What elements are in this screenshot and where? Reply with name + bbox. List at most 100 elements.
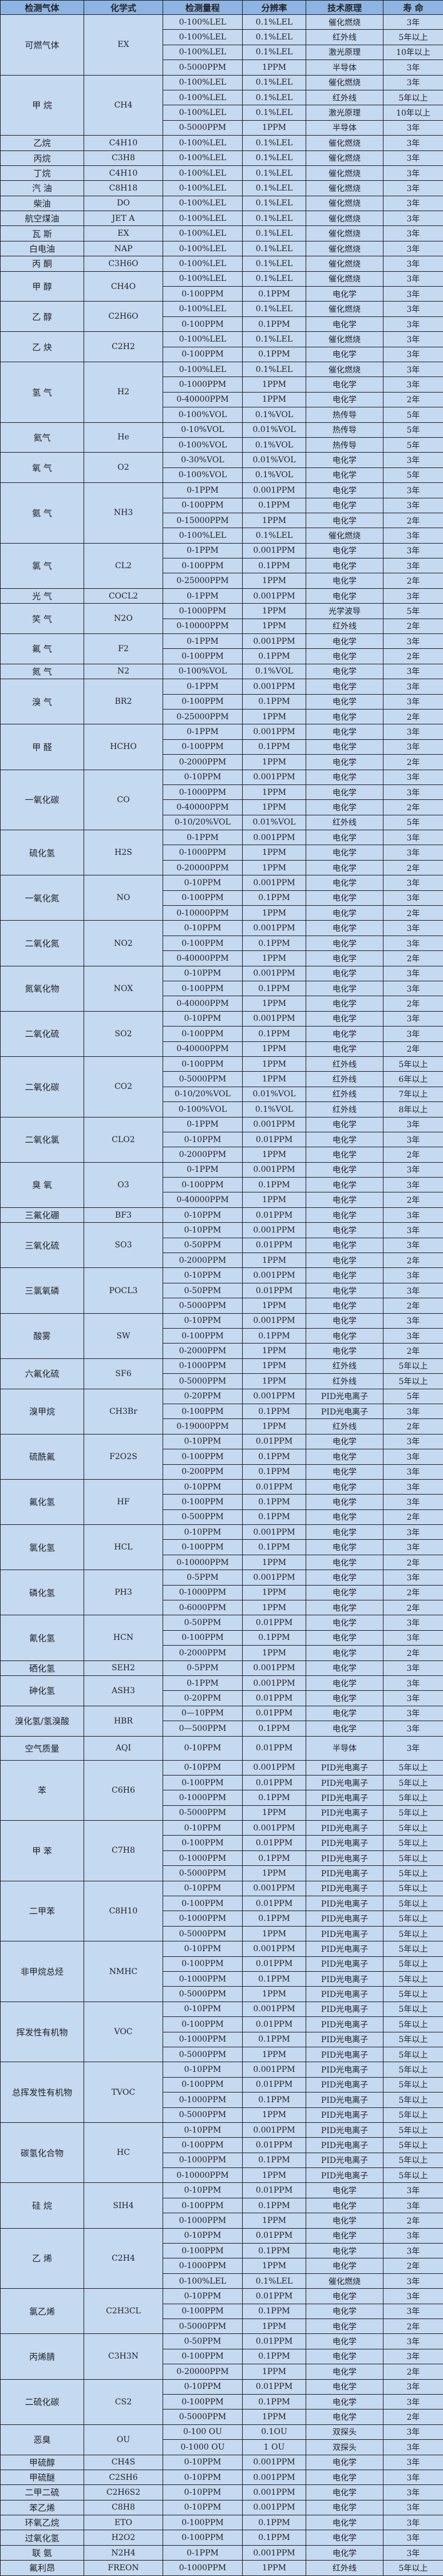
life-cell: 3年 <box>383 875 443 890</box>
range-cell: 0-20PPM <box>163 1389 243 1404</box>
resolution-cell: 1PPM <box>243 1056 306 1071</box>
resolution-cell: 1PPM <box>243 784 306 799</box>
resolution-cell: 1PPM <box>243 2047 306 2062</box>
range-cell: 0-100%LEL <box>163 30 243 45</box>
life-cell: 5年以上 <box>383 1956 443 1971</box>
range-cell: 0-1000PPM <box>163 2258 243 2273</box>
principle-cell: 催化燃烧 <box>306 528 383 543</box>
formula-cell: C4H10 <box>84 165 163 180</box>
gas-name-cell: 丙 酮 <box>1 256 84 271</box>
gas-name-cell: 乙 烯 <box>1 2228 84 2289</box>
life-cell: 3年 <box>383 1434 443 1449</box>
resolution-cell: 0.1%LEL <box>243 45 306 60</box>
range-cell: 0-1PPM <box>163 1117 243 1132</box>
formula-cell: NOX <box>84 966 163 1011</box>
life-cell: 5年以上 <box>383 1056 443 1071</box>
life-cell: 5年以上 <box>383 1926 443 1941</box>
gas-name-cell: 三氯氧磷 <box>1 1268 84 1313</box>
resolution-cell: 0.1PPM <box>243 1404 306 1418</box>
gas-name-cell: 联 氨 <box>1 2545 84 2560</box>
life-cell: 2年 <box>383 755 443 770</box>
header-range: 检测量程 <box>163 1 243 15</box>
formula-cell: C8H10 <box>84 1881 163 1941</box>
principle-cell: 光学波导 <box>306 604 383 619</box>
range-cell: 0-1000PPM <box>163 784 243 799</box>
range-cell: 0-50PPM <box>163 1283 243 1298</box>
life-cell: 3年 <box>383 543 443 558</box>
life-cell: 3年 <box>383 453 443 467</box>
resolution-cell: 1PPM <box>243 2107 306 2122</box>
life-cell: 5年以上 <box>383 2168 443 2183</box>
principle-cell: 电化学 <box>306 1646 383 1660</box>
range-cell: 0-30%VOL <box>163 453 243 467</box>
principle-cell: 电化学 <box>306 377 383 392</box>
principle-cell: 电化学 <box>306 860 383 875</box>
life-cell: 3年 <box>383 679 443 694</box>
resolution-cell: 1PPM <box>243 1926 306 1941</box>
life-cell: 3年 <box>383 1283 443 1298</box>
formula-cell: CO <box>84 770 163 830</box>
principle-cell: 电化学 <box>306 2364 383 2379</box>
range-cell: 0-5000PPM <box>163 2047 243 2062</box>
resolution-cell: 0.1%LEL <box>243 75 306 90</box>
formula-cell: O3 <box>84 1162 163 1207</box>
life-cell: 5年以上 <box>383 2047 443 2062</box>
life-cell: 5年 <box>383 467 443 482</box>
resolution-cell: 0.1%VOL <box>243 437 306 452</box>
range-cell: 0-40000PPM <box>163 800 243 815</box>
range-cell: 0-100PPM <box>163 1775 243 1790</box>
range-cell: 0-5000PPM <box>163 1374 243 1389</box>
formula-cell: VOC <box>84 2002 163 2062</box>
resolution-cell: 1PPM <box>243 1147 306 1162</box>
principle-cell: 电化学 <box>306 1147 383 1162</box>
resolution-cell: 0.001PPM <box>243 2122 306 2137</box>
resolution-cell: 0.01PPM <box>243 2138 306 2153</box>
life-cell: 3年 <box>383 1268 443 1283</box>
formula-cell: ASH3 <box>84 1675 163 1706</box>
principle-cell: 催化燃烧 <box>306 181 383 196</box>
formula-cell: CH3Br <box>84 1389 163 1434</box>
resolution-cell: 1PPM <box>243 2409 306 2424</box>
resolution-cell: 0.001PPM <box>243 2455 306 2470</box>
resolution-cell: 0.1PPM <box>243 1027 306 1041</box>
formula-cell: SEH2 <box>84 1660 163 1675</box>
gas-name-cell: 砷化氢 <box>1 1675 84 1706</box>
resolution-cell: 0.1%LEL <box>243 15 306 30</box>
principle-cell: 半导体 <box>306 1736 383 1760</box>
life-cell: 2年 <box>383 649 443 664</box>
range-cell: 0-10PPM <box>163 2500 243 2515</box>
gas-name-cell: 氦气 <box>1 422 84 453</box>
range-cell: 0-1PPM <box>163 679 243 694</box>
principle-cell: 电化学 <box>306 2500 383 2515</box>
principle-cell: 电化学 <box>306 1479 383 1494</box>
formula-cell: N2 <box>84 664 163 679</box>
life-cell: 2年 <box>383 1344 443 1358</box>
formula-cell: C8H8 <box>84 2500 163 2515</box>
formula-cell: C2H2 <box>84 332 163 362</box>
formula-cell: AQI <box>84 1736 163 1760</box>
principle-cell: 电化学 <box>306 770 383 784</box>
range-cell: 0-50PPM <box>163 1238 243 1253</box>
life-cell: 3年 <box>383 784 443 799</box>
life-cell: 5年以上 <box>383 2138 443 2153</box>
principle-cell: 红外线 <box>306 1087 383 1101</box>
life-cell: 5年以上 <box>383 2092 443 2107</box>
life-cell: 3年 <box>383 2273 443 2288</box>
principle-cell: 红外线 <box>306 90 383 105</box>
resolution-cell: 0.1PPM <box>243 287 306 302</box>
gas-name-cell: 环氧乙烷 <box>1 2515 84 2530</box>
resolution-cell: 1PPM <box>243 1041 306 1056</box>
range-cell: 0-20000PPM <box>163 860 243 875</box>
range-cell: 0-100%LEL <box>163 196 243 211</box>
life-cell: 5年以上 <box>383 1836 443 1850</box>
life-cell: 3年 <box>383 498 443 513</box>
